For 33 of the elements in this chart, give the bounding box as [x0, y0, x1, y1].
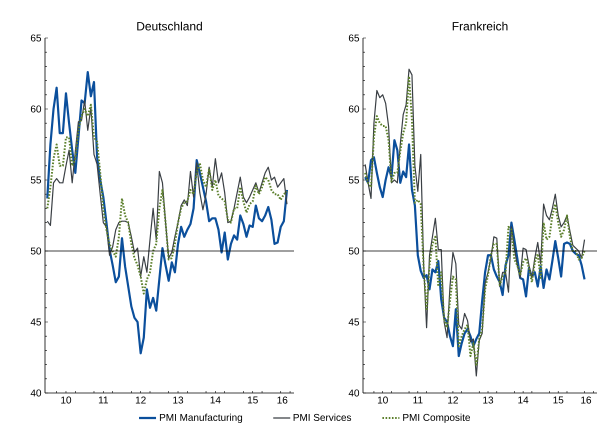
- x-tick-label: 12: [448, 396, 458, 404]
- y-tick-label: 60: [30, 105, 42, 113]
- x-tick-label: 15: [553, 396, 564, 404]
- line-series: [364, 139, 586, 358]
- chart-title: Deutschland: [137, 22, 202, 30]
- y-tick-label: 65: [348, 34, 360, 42]
- x-tick-label: 11: [98, 396, 108, 404]
- x-tick-label: 13: [173, 396, 184, 404]
- x-tick-label: 15: [248, 396, 258, 404]
- y-tick-label: 60: [348, 105, 360, 113]
- x-tick-label: 11: [413, 396, 423, 404]
- legend-label: PMI Composite: [403, 414, 470, 423]
- y-tick-label: 65: [30, 34, 42, 42]
- legend-label: PMI Services: [294, 414, 352, 421]
- y-tick-label: 50: [30, 247, 42, 255]
- x-tick-label: 10: [61, 396, 72, 404]
- x-tick-label: 13: [483, 396, 494, 404]
- y-tick-label: 45: [30, 318, 42, 326]
- y-tick-label: 50: [348, 247, 360, 255]
- x-tick-label: 14: [518, 396, 528, 404]
- legend-label: PMI Manufacturing: [160, 414, 242, 423]
- line-series: [46, 70, 288, 354]
- x-tick-label: 10: [378, 396, 388, 404]
- y-tick-label: 40: [30, 389, 42, 397]
- y-tick-label: 55: [30, 176, 42, 184]
- chart-title: Frankreich: [452, 22, 508, 30]
- x-tick-label: 16: [581, 396, 592, 404]
- x-tick-label: 16: [277, 396, 288, 404]
- y-tick-label: 45: [348, 318, 360, 326]
- y-tick-label: 40: [348, 389, 360, 397]
- x-tick-label: 12: [136, 396, 146, 404]
- y-tick-label: 55: [348, 176, 360, 184]
- x-tick-label: 14: [210, 396, 221, 404]
